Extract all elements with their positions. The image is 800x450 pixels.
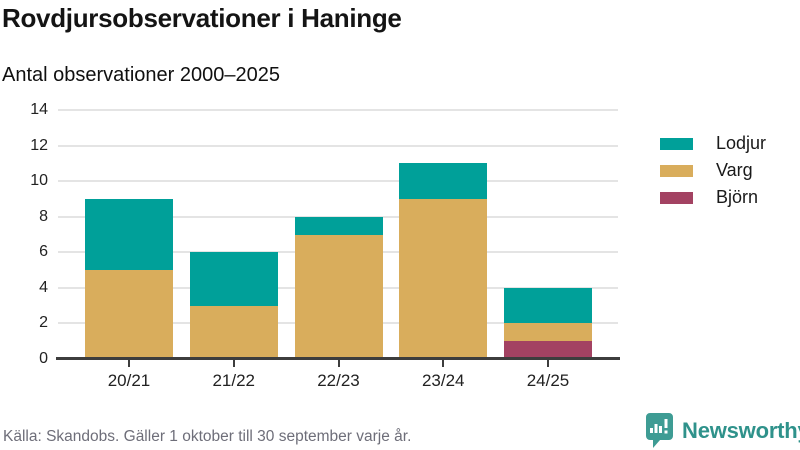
bar-segment-lodjur [189,252,278,306]
x-axis-label: 22/23 [317,371,360,390]
bar-segment-lodjur [399,163,488,199]
bar-segment-varg [504,323,592,342]
bar-segment-varg [399,198,488,359]
legend: Lodjur Varg Björn [660,130,766,211]
x-axis-tick [232,360,235,367]
y-axis-label: 2 [39,314,48,332]
x-axis-tick [547,360,549,367]
chart-title: Rovdjursobservationer i Haninge [2,3,402,33]
y-axis-label: 0 [39,350,48,367]
bar-segment-lodjur [294,216,383,235]
y-axis-label: 14 [30,101,48,118]
legend-label: Varg [716,160,753,180]
bar-segment-björn [504,341,592,359]
x-axis-label: 24/25 [526,371,570,390]
bar-segment-varg [189,305,278,359]
gridline [58,109,618,111]
y-axis-label: 12 [30,136,48,154]
x-axis-tick [337,360,340,367]
gridline [58,215,618,218]
legend-label: Lodjur [716,133,767,153]
source-note: Källa: Skandobs. Gäller 1 oktober till 3… [3,428,412,445]
gridline [58,180,618,183]
legend-item-lodjur: Lodjur [660,130,766,157]
x-axis-label: 23/24 [421,371,465,390]
chart-subtitle: Antal observationer 2000–2025 [2,64,280,86]
bar-segment-lodjur [85,198,173,271]
y-axis-label: 8 [39,207,48,225]
bar-segment-varg [294,234,383,359]
x-axis-line [56,357,620,360]
x-axis-label: 21/22 [212,371,256,390]
brand-logo: Newsworthy [644,412,800,449]
y-axis-label: 6 [39,243,48,261]
gridline [58,144,618,147]
legend-item-björn: Björn [660,184,766,211]
brand-name: Newsworthy [682,417,800,443]
x-axis-label: 20/21 [107,371,151,390]
legend-swatch [660,164,693,177]
legend-swatch [660,137,693,150]
legend-item-varg: Varg [660,157,766,184]
y-axis-label: 4 [39,278,48,296]
x-axis-tick [128,360,130,367]
legend-swatch [660,191,693,204]
y-axis-label: 10 [30,172,48,190]
legend-label: Björn [716,187,759,207]
newsworthy-speech-bubble-bar-chart-icon [646,413,673,448]
bar-segment-varg [85,270,173,359]
x-axis-tick [442,360,445,367]
bar-segment-lodjur [504,287,592,324]
plot-area: 0 2 4 6 8 10 12 14 20/21 21/22 22/23 23/24 24/25 [30,101,620,390]
